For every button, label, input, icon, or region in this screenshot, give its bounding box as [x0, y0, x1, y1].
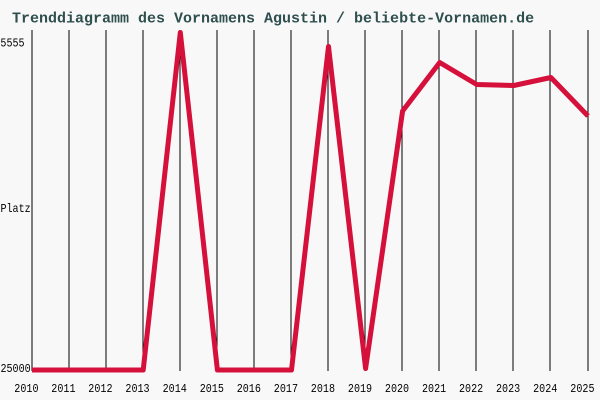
svg-text:2022: 2022: [459, 383, 483, 396]
svg-text:2010: 2010: [14, 383, 38, 396]
svg-text:2013: 2013: [125, 383, 149, 396]
svg-text:25000: 25000: [0, 363, 30, 376]
svg-text:2015: 2015: [200, 383, 224, 396]
svg-text:2017: 2017: [274, 383, 298, 396]
svg-text:Platz: Platz: [0, 203, 30, 216]
svg-text:Trenddiagramm des Vornamens Ag: Trenddiagramm des Vornamens Agustin / be…: [12, 11, 534, 28]
svg-text:2018: 2018: [311, 383, 335, 396]
svg-text:2012: 2012: [88, 383, 112, 396]
svg-text:2023: 2023: [496, 383, 520, 396]
svg-text:2021: 2021: [422, 383, 447, 396]
svg-text:2024: 2024: [533, 383, 558, 396]
svg-text:2025: 2025: [570, 383, 594, 396]
svg-text:2014: 2014: [163, 383, 188, 396]
svg-text:5555: 5555: [0, 38, 24, 51]
svg-text:2019: 2019: [348, 383, 372, 396]
svg-text:2020: 2020: [385, 383, 409, 396]
svg-text:2011: 2011: [51, 383, 76, 396]
svg-text:2016: 2016: [237, 383, 261, 396]
